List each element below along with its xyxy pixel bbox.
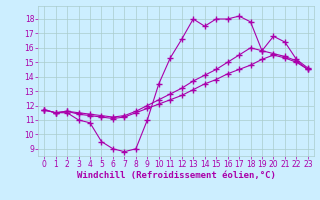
X-axis label: Windchill (Refroidissement éolien,°C): Windchill (Refroidissement éolien,°C)	[76, 171, 276, 180]
